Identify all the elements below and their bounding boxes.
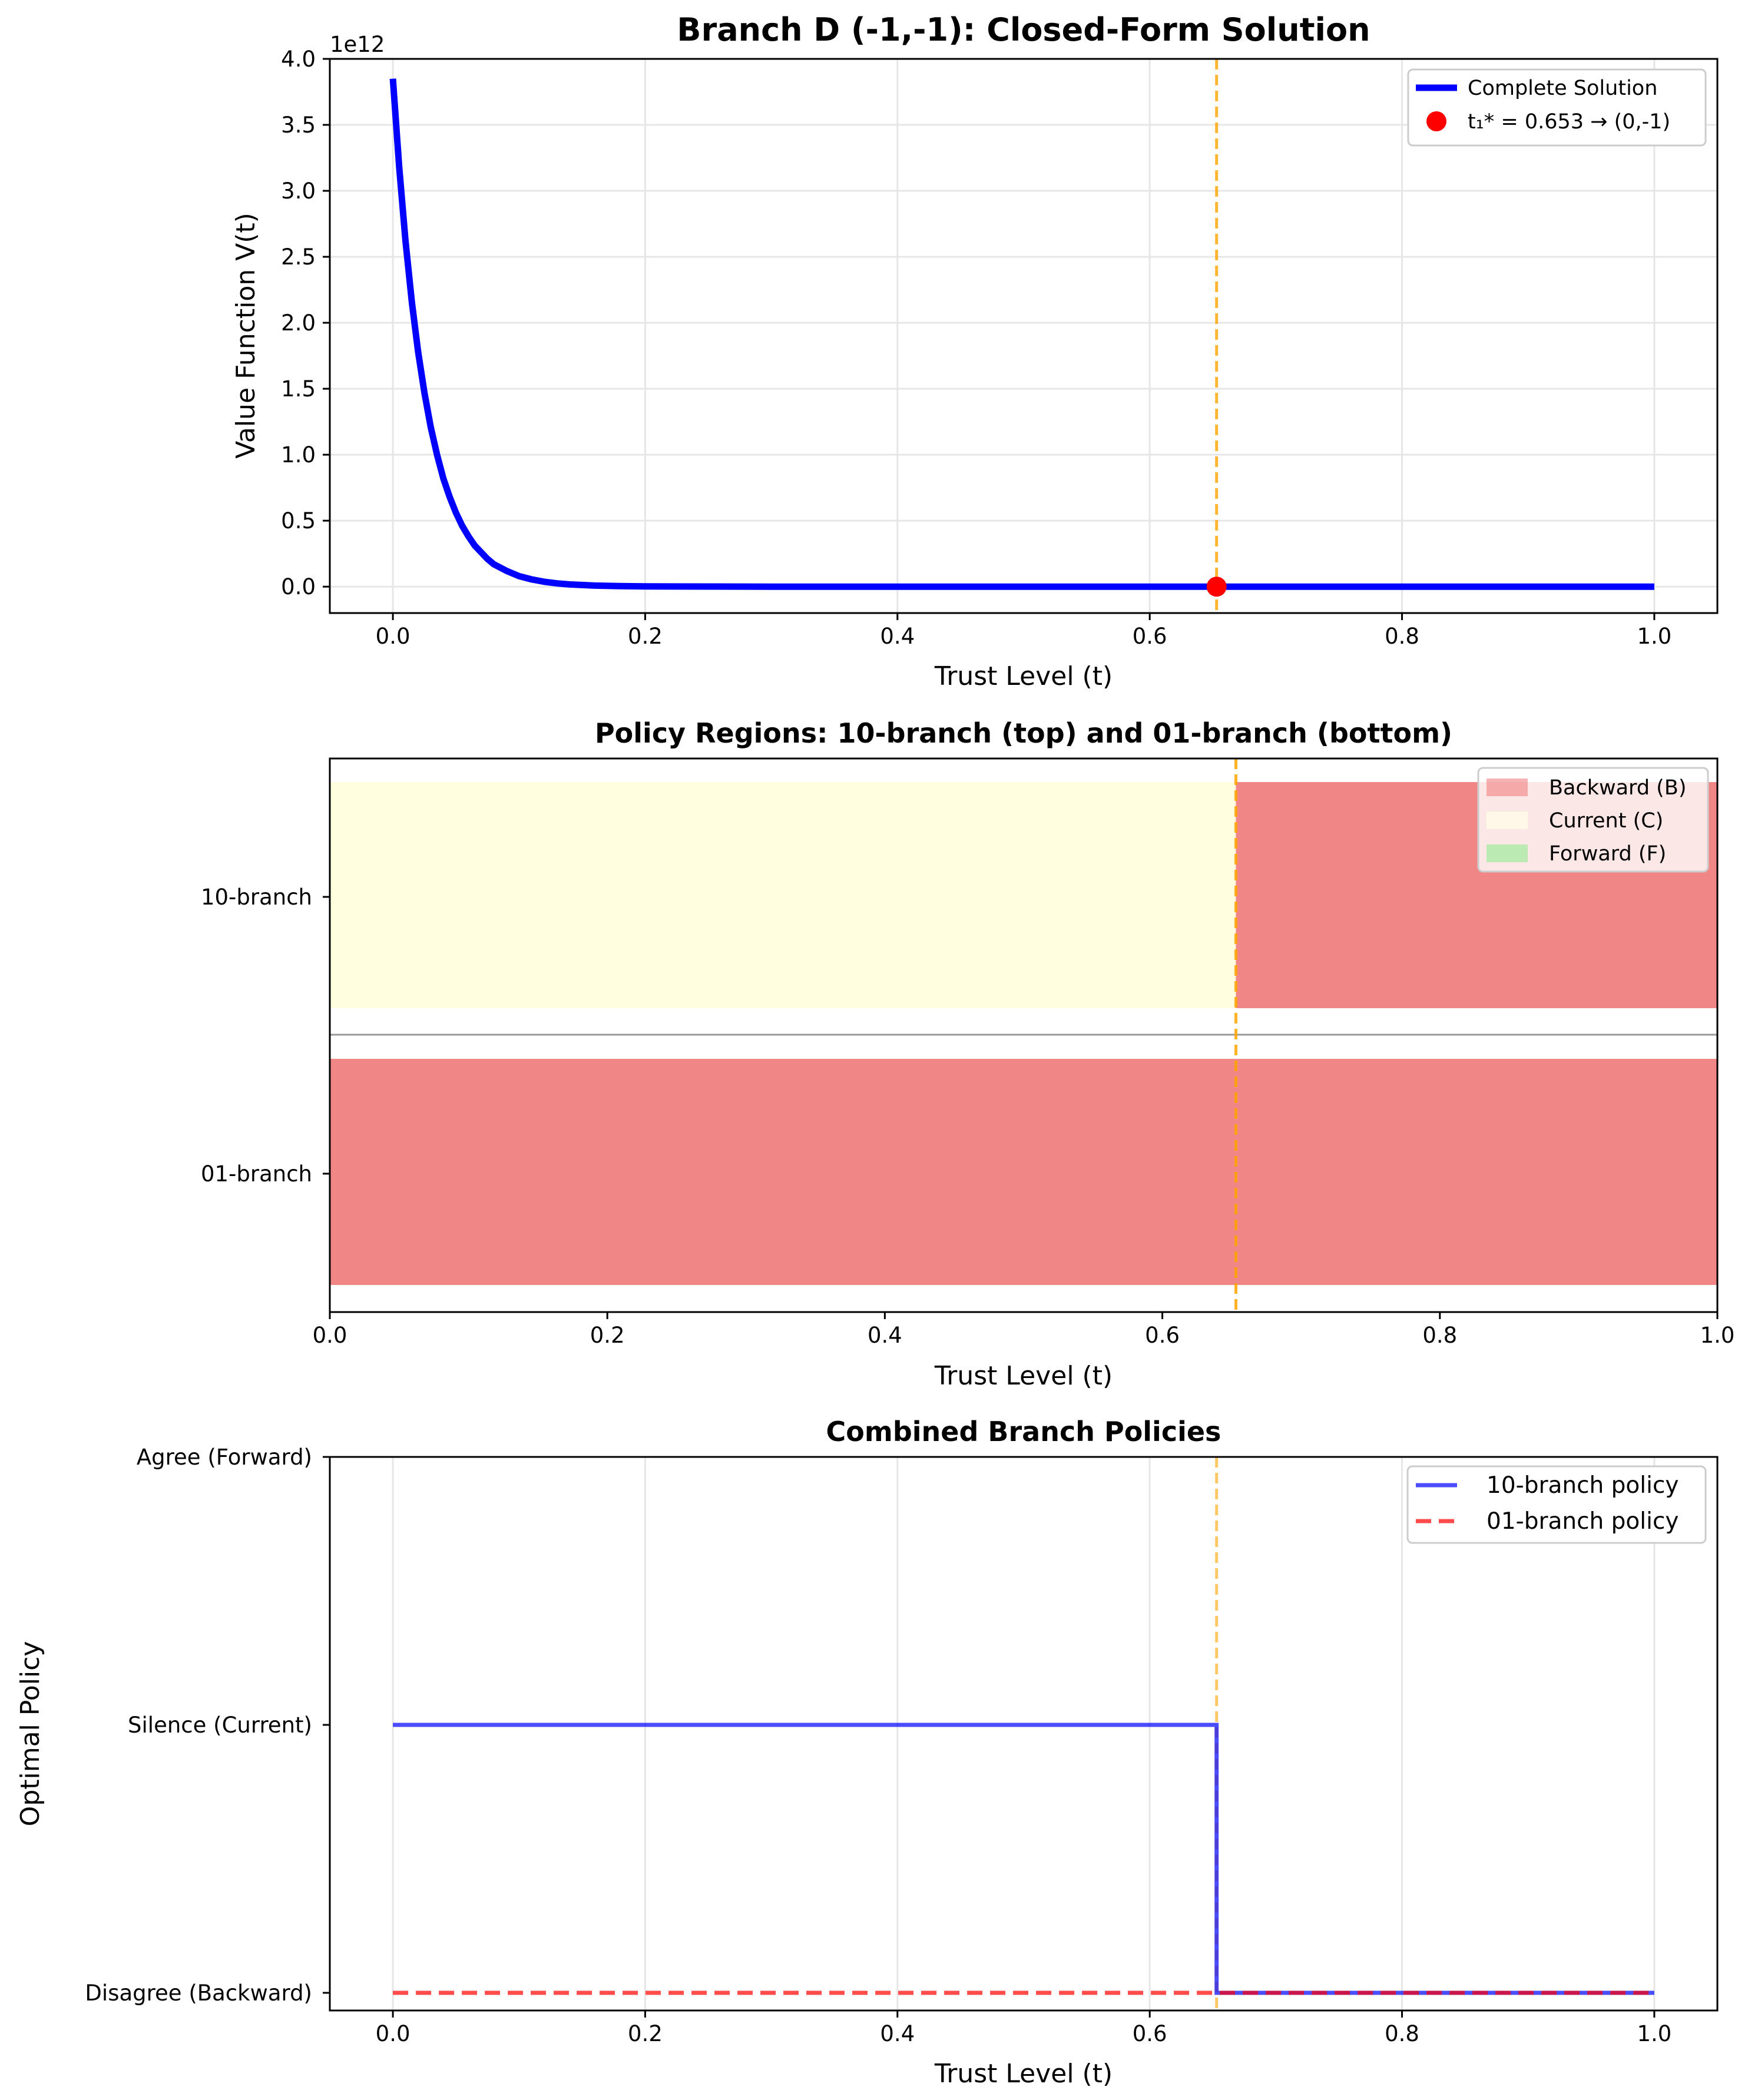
y-category-disagree: Disagree (Backward) (85, 1980, 312, 2006)
y-category-01-branch: 01-branch (201, 1161, 312, 1187)
x-axis-label: Trust Level (t) (934, 1361, 1113, 1391)
legend: 10-branch policy 01-branch policy (1406, 1465, 1707, 1544)
legend-label-backward: Backward (B) (1549, 776, 1686, 800)
legend-label-complete-solution: Complete Solution (1468, 77, 1657, 100)
x-tick-label: 0.2 (628, 2021, 663, 2046)
policy-regions-chart: Policy Regions: 10-branch (top) and 01-b… (201, 717, 1734, 1391)
x-tick-label: 0.0 (313, 1323, 347, 1348)
y-offset-label: 1e12 (330, 32, 385, 57)
x-tick-label: 0.8 (1385, 624, 1419, 649)
x-axis-ticks: 0.0 0.2 0.4 0.6 0.8 1.0 (313, 1312, 1735, 1348)
y-category-silence: Silence (Current) (128, 1713, 312, 1738)
x-tick-label: 0.0 (376, 2021, 410, 2046)
x-tick-label: 0.4 (868, 1323, 902, 1348)
y-tick-label: 4.0 (281, 47, 316, 72)
x-tick-label: 0.4 (880, 2021, 915, 2046)
legend-swatch-backward (1487, 779, 1528, 796)
grid (392, 1457, 1656, 2010)
x-axis-ticks: 0.0 0.2 0.4 0.6 0.8 1.0 (376, 613, 1671, 649)
chart-title: Combined Branch Policies (826, 1416, 1221, 1448)
x-tick-label: 0.8 (1422, 1323, 1457, 1348)
y-category-10-branch: 10-branch (201, 885, 312, 910)
y-category-agree: Agree (Forward) (137, 1445, 312, 1470)
x-axis-ticks: 0.0 0.2 0.4 0.6 0.8 1.0 (376, 2010, 1671, 2046)
region-01-branch-backward (330, 1059, 1717, 1285)
legend-label-threshold: t₁* = 0.653 → (0,-1) (1468, 110, 1670, 134)
legend-swatch-forward (1487, 844, 1528, 862)
threshold-marker (1206, 577, 1227, 597)
y-tick-label: 1.0 (281, 442, 316, 468)
series-line-10-branch-policy (393, 1723, 1654, 1995)
x-tick-label: 1.0 (1637, 2021, 1671, 2046)
y-tick-label: 3.0 (281, 178, 316, 204)
x-tick-label: 0.6 (1145, 1323, 1180, 1348)
x-tick-label: 0.6 (1133, 2021, 1167, 2046)
legend: Backward (B) Current (C) Forward (F) (1477, 767, 1709, 873)
x-tick-label: 0.0 (376, 624, 410, 649)
legend-label-01-branch: 01-branch policy (1487, 1508, 1679, 1535)
plot-frame (329, 757, 1719, 1313)
y-tick-label: 0.5 (281, 508, 316, 534)
x-axis-label: Trust Level (t) (934, 2059, 1113, 2089)
combined-policies-chart: Combined Branch Policies 0.0 0.2 0.4 0.6 0.8… (15, 1416, 1719, 2089)
y-tick-label: 1.5 (281, 376, 316, 402)
y-tick-label: 2.0 (281, 310, 316, 336)
y-tick-label: 2.5 (281, 244, 316, 270)
series-line-complete-solution (389, 78, 1654, 590)
y-tick-label: 0.0 (281, 574, 316, 599)
x-axis-label: Trust Level (t) (934, 661, 1113, 691)
legend: Complete Solution t₁* = 0.653 → (0,-1) (1407, 68, 1707, 147)
y-axis-label: Optimal Policy (15, 1641, 45, 1827)
plot-frame (329, 58, 1719, 614)
legend-swatch-current (1487, 811, 1528, 829)
legend-label-current: Current (C) (1549, 809, 1663, 833)
legend-label-10-branch: 10-branch policy (1487, 1472, 1679, 1499)
value-function-chart: Branch D (-1,-1): Closed-Form Solution 1… (231, 11, 1719, 691)
legend-label-forward: Forward (F) (1549, 842, 1666, 866)
x-tick-label: 0.4 (880, 624, 915, 649)
chart-title: Policy Regions: 10-branch (top) and 01-b… (595, 717, 1452, 749)
region-10-branch-current (330, 782, 1236, 1008)
legend-marker-threshold (1426, 111, 1446, 131)
x-tick-label: 1.0 (1637, 624, 1671, 649)
y-axis-label: Value Function V(t) (231, 213, 261, 459)
y-tick-label: 3.5 (281, 112, 316, 138)
x-tick-label: 0.6 (1133, 624, 1167, 649)
x-tick-label: 1.0 (1700, 1323, 1735, 1348)
chart-title: Branch D (-1,-1): Closed-Form Solution (677, 11, 1370, 48)
x-tick-label: 0.8 (1385, 2021, 1419, 2046)
x-tick-label: 0.2 (590, 1323, 625, 1348)
y-axis-ticks: 0.0 0.5 1.0 1.5 2.0 2.5 3.0 3.5 4.0 (281, 47, 330, 599)
plot-frame (329, 1456, 1719, 2012)
x-tick-label: 0.2 (628, 624, 663, 649)
